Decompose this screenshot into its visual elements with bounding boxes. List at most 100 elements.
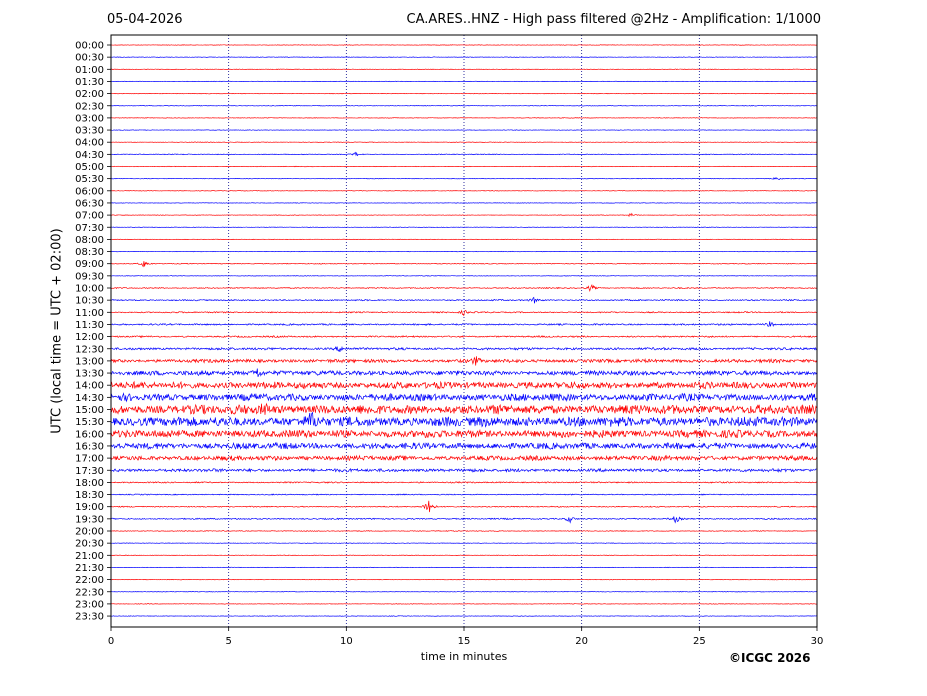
y-tick-label: 10:30 (75, 296, 104, 307)
y-tick-label: 01:00 (75, 65, 104, 76)
trace-0030 (110, 56, 817, 58)
y-tick-label: 22:00 (75, 575, 104, 586)
trace-1100 (110, 309, 817, 317)
y-tick-label: 17:30 (75, 466, 104, 477)
trace-1530 (110, 411, 817, 428)
y-tick-label: 15:30 (75, 417, 104, 428)
y-tick-label: 03:30 (75, 126, 104, 137)
trace-1430 (110, 392, 817, 403)
y-tick-label: 13:00 (75, 356, 104, 367)
trace-0800 (110, 238, 817, 241)
y-tick-label: 14:00 (75, 381, 104, 392)
trace-2130 (110, 566, 817, 569)
y-tick-label: 00:30 (75, 53, 104, 64)
trace-0430 (110, 151, 817, 157)
y-tick-label: 22:30 (75, 587, 104, 598)
y-tick-label: 23:00 (75, 599, 104, 610)
trace-1400 (110, 380, 817, 390)
trace-1630 (110, 441, 817, 450)
y-tick-label: 16:30 (75, 441, 104, 452)
trace-1000 (110, 283, 817, 293)
y-tick-label: 12:30 (75, 344, 104, 355)
y-tick-label: 03:00 (75, 113, 104, 124)
trace-2030 (110, 542, 817, 544)
y-tick-label: 01:30 (75, 77, 104, 88)
y-tick-label: 07:30 (75, 223, 104, 234)
x-tick-label: 5 (225, 636, 231, 647)
trace-0330 (110, 129, 817, 131)
y-tick-label: 18:00 (75, 478, 104, 489)
y-tick-label: 05:00 (75, 162, 104, 173)
y-tick-label: 12:00 (75, 332, 104, 343)
trace-1700 (110, 454, 817, 462)
y-tick-label: 21:00 (75, 551, 104, 562)
y-tick-label: 08:00 (75, 235, 104, 246)
trace-1730 (110, 467, 817, 473)
trace-1500 (110, 402, 817, 415)
trace-1230 (110, 345, 817, 352)
trace-1300 (110, 356, 817, 366)
trace-0230 (110, 105, 817, 107)
y-tick-label: 09:30 (75, 271, 104, 282)
trace-2100 (110, 554, 817, 556)
grid-layer (228, 35, 700, 627)
y-tick-label: 18:30 (75, 490, 104, 501)
trace-0630 (110, 202, 817, 204)
y-tick-label: 15:00 (75, 405, 104, 416)
trace-0000 (110, 44, 817, 46)
copyright-credit: ©ICGC 2026 (729, 651, 811, 665)
trace-0300 (110, 117, 817, 119)
trace-0600 (110, 190, 817, 192)
y-tick-label: 07:00 (75, 211, 104, 222)
y-tick-label: 19:30 (75, 514, 104, 525)
y-tick-label: 08:30 (75, 247, 104, 258)
trace-2330 (110, 615, 817, 617)
y-tick-label: 02:00 (75, 89, 104, 100)
x-tick-label: 15 (458, 636, 471, 647)
trace-0100 (110, 68, 817, 70)
trace-0700 (110, 212, 817, 218)
trace-1900 (110, 500, 817, 513)
y-tick-label: 02:30 (75, 101, 104, 112)
trace-0530 (110, 177, 817, 180)
trace-layer (110, 44, 817, 617)
trace-1130 (110, 321, 817, 328)
y-tick-label: 04:00 (75, 138, 104, 149)
x-tick-label: 30 (811, 636, 824, 647)
trace-1600 (110, 428, 817, 439)
trace-1030 (110, 296, 817, 304)
y-tick-label: 19:00 (75, 502, 104, 513)
trace-0200 (110, 92, 817, 95)
trace-2300 (110, 603, 817, 605)
trace-0500 (110, 165, 817, 168)
trace-0830 (110, 250, 817, 253)
y-tick-label: 21:30 (75, 563, 104, 574)
y-tick-label: 20:00 (75, 527, 104, 538)
trace-1830 (110, 493, 817, 496)
y-tick-label: 23:30 (75, 612, 104, 623)
y-tick-label: 06:30 (75, 198, 104, 209)
y-tick-label: 10:00 (75, 284, 104, 295)
trace-0900 (110, 261, 817, 268)
trace-1800 (110, 481, 817, 484)
x-tick-label: 20 (575, 636, 588, 647)
x-tick-label: 0 (108, 636, 114, 647)
trace-2230 (110, 591, 817, 593)
trace-0130 (110, 80, 817, 83)
y-tick-label: 17:00 (75, 454, 104, 465)
plot-frame (110, 34, 818, 628)
y-tick-label: 20:30 (75, 539, 104, 550)
x-tick-label: 25 (693, 636, 706, 647)
y-tick-label: 11:30 (75, 320, 104, 331)
x-tick-label: 10 (340, 636, 353, 647)
trace-2200 (110, 578, 817, 581)
y-tick-label: 14:30 (75, 393, 104, 404)
trace-0930 (110, 275, 817, 277)
y-tick-label: 05:30 (75, 174, 104, 185)
trace-1930 (110, 516, 817, 524)
y-tick-label: 09:00 (75, 259, 104, 270)
x-axis-label: time in minutes (420, 650, 508, 663)
y-tick-label: 00:00 (75, 41, 104, 52)
